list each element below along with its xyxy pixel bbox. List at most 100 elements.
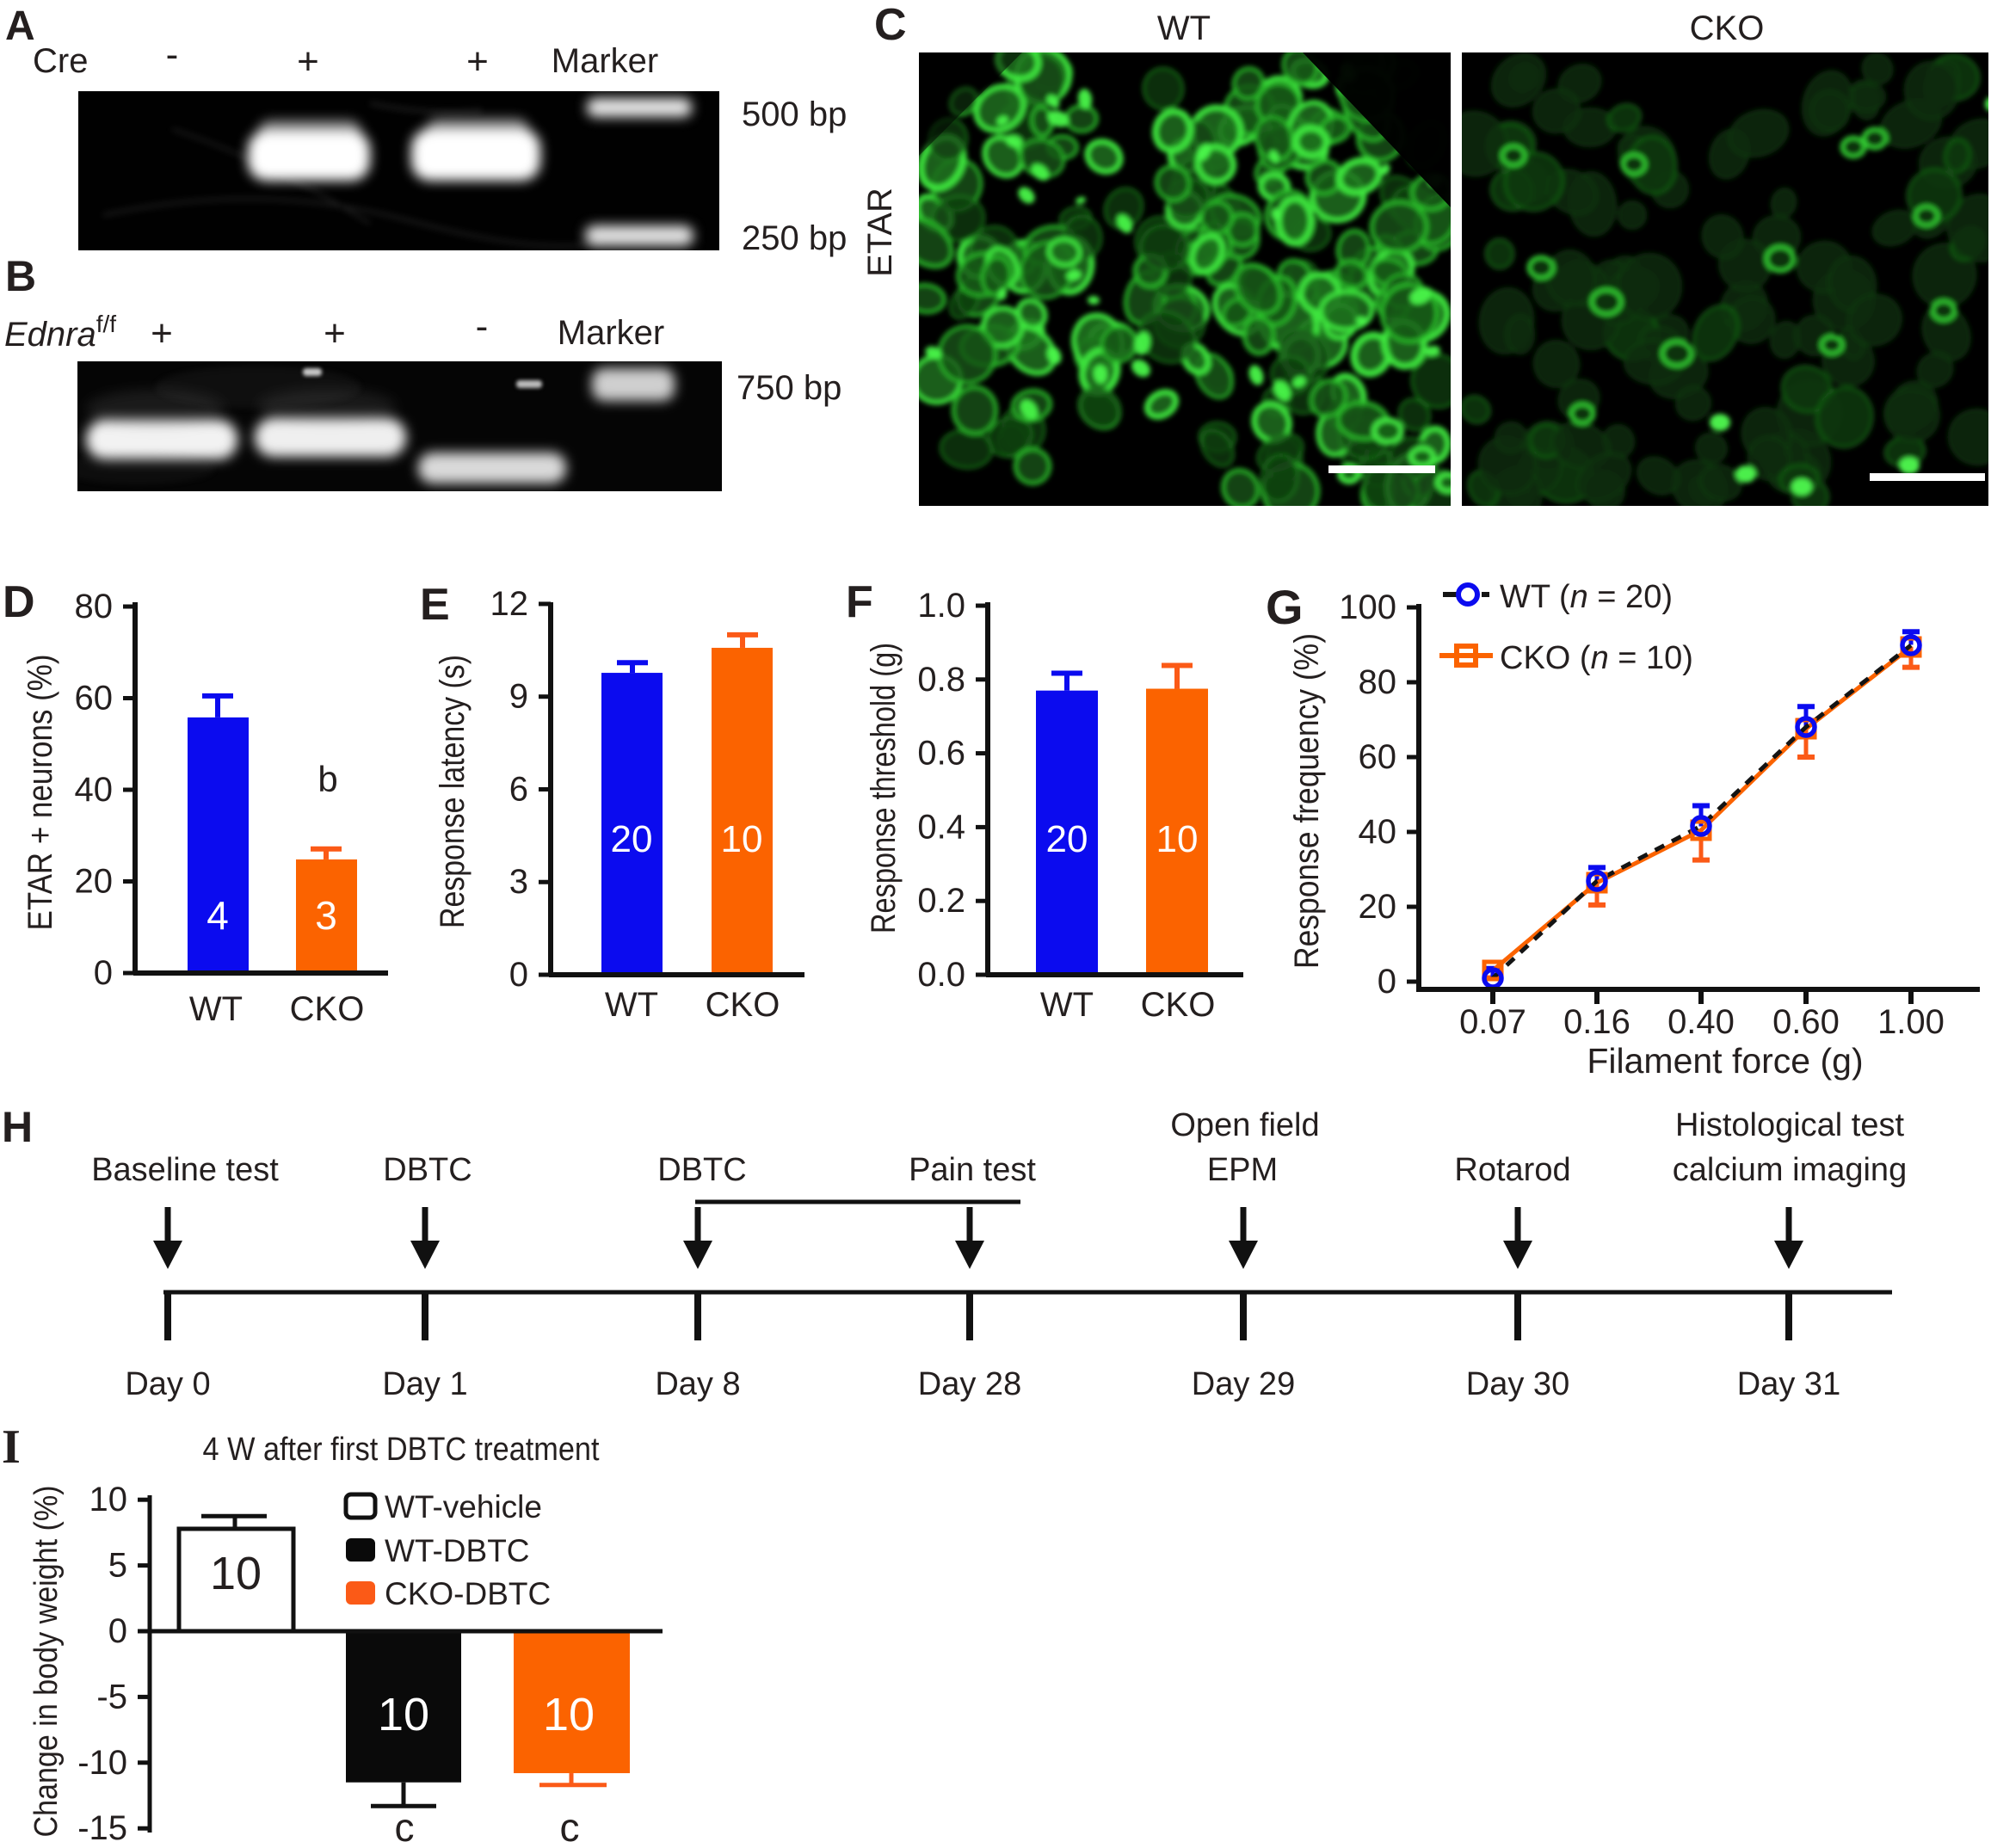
svg-text:WT: WT [605, 986, 658, 1024]
svg-text:-: - [476, 305, 489, 348]
svg-text:WT: WT [1040, 986, 1094, 1024]
svg-text:60: 60 [1359, 738, 1397, 776]
svg-text:CKO: CKO [1141, 986, 1216, 1024]
svg-text:Response threshold (g): Response threshold (g) [865, 643, 903, 933]
svg-text:500 bp: 500 bp [742, 95, 847, 133]
svg-text:0.07: 0.07 [1459, 1003, 1526, 1041]
svg-text:40: 40 [1359, 813, 1397, 851]
svg-text:CKO: CKO [290, 990, 365, 1028]
svg-text:Day 1: Day 1 [382, 1366, 467, 1402]
svg-text:-15: -15 [77, 1809, 127, 1847]
svg-text:-10: -10 [77, 1744, 127, 1782]
svg-text:ETAR + neurons (%): ETAR + neurons (%) [22, 655, 59, 931]
svg-text:0.8: 0.8 [917, 661, 965, 699]
svg-text:60: 60 [75, 680, 114, 718]
svg-text:Filament force (g): Filament force (g) [1587, 1041, 1863, 1081]
svg-text:Day 0: Day 0 [125, 1366, 210, 1402]
svg-text:+: + [297, 40, 319, 83]
svg-text:Day 29: Day 29 [1192, 1366, 1295, 1402]
svg-text:C: C [874, 0, 907, 50]
svg-text:9: 9 [509, 678, 528, 716]
svg-text:80: 80 [75, 588, 114, 625]
svg-text:Day 30: Day 30 [1466, 1366, 1569, 1402]
svg-text:10: 10 [721, 818, 763, 860]
svg-text:CKO-DBTC: CKO-DBTC [385, 1576, 551, 1611]
svg-text:Day 8: Day 8 [655, 1366, 740, 1402]
svg-text:1.00: 1.00 [1877, 1003, 1945, 1041]
svg-text:CKO (n = 10): CKO (n = 10) [1500, 640, 1693, 676]
svg-text:40: 40 [75, 771, 114, 809]
svg-text:4: 4 [206, 893, 229, 938]
svg-text:D: D [3, 577, 35, 627]
svg-text:0: 0 [108, 1612, 127, 1650]
svg-text:0.4: 0.4 [917, 808, 965, 846]
svg-text:20: 20 [1359, 888, 1397, 926]
svg-text:250 bp: 250 bp [742, 219, 847, 257]
svg-text:WT: WT [1157, 9, 1211, 47]
svg-text:B: B [5, 252, 36, 300]
svg-text:4 W after first DBTC treatment: 4 W after first DBTC treatment [203, 1432, 600, 1468]
svg-text:b: b [317, 759, 337, 799]
svg-text:Change in body weight (%): Change in body weight (%) [28, 1486, 65, 1838]
svg-text:Open field: Open field [1170, 1107, 1319, 1143]
svg-text:H: H [2, 1103, 33, 1151]
svg-text:0.2: 0.2 [917, 882, 965, 920]
svg-text:WT (n = 20): WT (n = 20) [1500, 579, 1673, 615]
svg-text:DBTC: DBTC [657, 1152, 746, 1188]
svg-text:DBTC: DBTC [383, 1152, 472, 1188]
svg-text:calcium imaging: calcium imaging [1673, 1152, 1907, 1188]
svg-text:Pain test: Pain test [909, 1152, 1036, 1188]
svg-text:Response latency (s): Response latency (s) [434, 655, 472, 928]
svg-text:F: F [846, 577, 873, 627]
svg-text:Marker: Marker [558, 314, 664, 352]
svg-text:0.0: 0.0 [917, 956, 965, 994]
svg-text:WT-DBTC: WT-DBTC [385, 1533, 530, 1568]
svg-text:20: 20 [611, 818, 653, 860]
svg-text:3: 3 [509, 863, 528, 901]
svg-text:0.60: 0.60 [1772, 1003, 1840, 1041]
svg-text:+: + [151, 312, 173, 354]
svg-text:10: 10 [210, 1548, 262, 1599]
svg-text:80: 80 [1359, 663, 1397, 701]
svg-text:A: A [5, 3, 35, 49]
svg-text:0.40: 0.40 [1667, 1003, 1735, 1041]
svg-text:WT-vehicle: WT-vehicle [385, 1489, 542, 1525]
svg-text:20: 20 [75, 863, 114, 901]
svg-text:CKO: CKO [706, 986, 780, 1024]
svg-text:Rotarod: Rotarod [1454, 1152, 1570, 1188]
svg-text:6: 6 [509, 770, 528, 808]
svg-text:0: 0 [94, 954, 113, 992]
svg-text:Baseline test: Baseline test [91, 1152, 279, 1188]
svg-text:Response frequency (%): Response frequency (%) [1288, 633, 1326, 969]
svg-text:100: 100 [1339, 588, 1396, 626]
svg-text:5: 5 [108, 1547, 127, 1585]
svg-text:Marker: Marker [552, 42, 658, 80]
svg-text:10: 10 [89, 1481, 128, 1518]
svg-text:20: 20 [1046, 818, 1088, 860]
svg-text:Day 31: Day 31 [1737, 1366, 1840, 1402]
svg-text:+: + [324, 312, 346, 354]
svg-text:0.6: 0.6 [917, 735, 965, 773]
svg-text:0.16: 0.16 [1563, 1003, 1630, 1041]
svg-text:1.0: 1.0 [917, 587, 965, 625]
svg-text:Cre: Cre [33, 42, 88, 80]
svg-text:c: c [395, 1805, 415, 1848]
svg-text:WT: WT [189, 990, 243, 1028]
svg-text:CKO: CKO [1690, 9, 1765, 47]
svg-text:E: E [420, 580, 450, 630]
svg-text:-: - [166, 34, 179, 76]
svg-text:+: + [466, 40, 489, 83]
svg-text:Day 28: Day 28 [918, 1366, 1021, 1402]
svg-text:ETAR: ETAR [861, 188, 899, 277]
svg-text:I: I [2, 1420, 21, 1474]
svg-text:3: 3 [315, 893, 337, 938]
svg-text:c: c [560, 1805, 580, 1848]
svg-text:Histological test: Histological test [1675, 1107, 1905, 1143]
svg-text:10: 10 [378, 1689, 429, 1740]
svg-text:10: 10 [543, 1689, 595, 1740]
svg-text:750 bp: 750 bp [737, 369, 841, 407]
svg-text:-5: -5 [96, 1678, 127, 1716]
svg-text:10: 10 [1156, 818, 1199, 860]
svg-text:12: 12 [490, 585, 529, 623]
svg-text:EPM: EPM [1207, 1152, 1278, 1188]
